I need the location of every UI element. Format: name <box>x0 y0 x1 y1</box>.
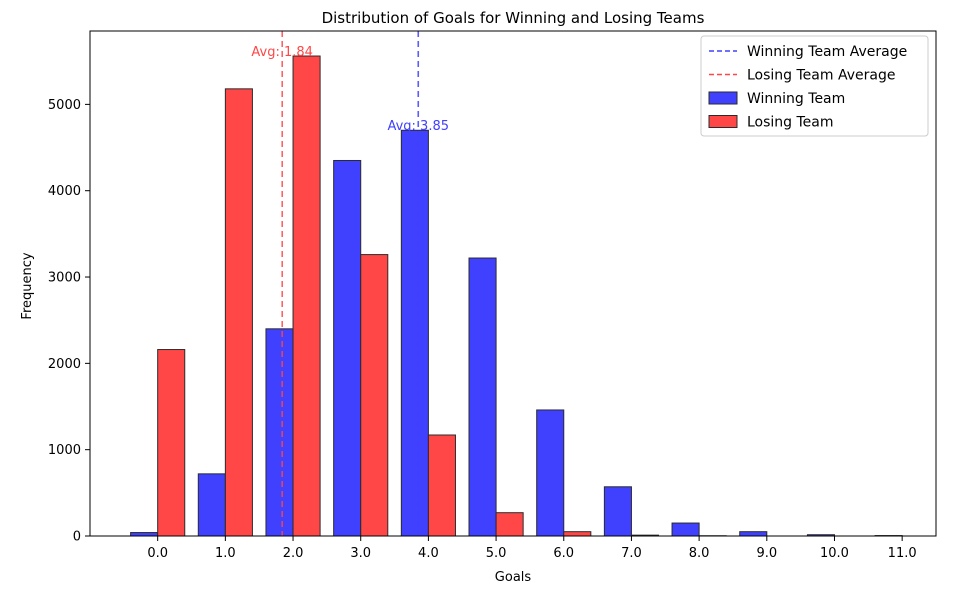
bar-winning-team-6.0 <box>536 409 565 537</box>
bar-winning-team-7.0 <box>603 486 632 537</box>
bar-winning-team-9.0 <box>739 531 768 537</box>
winning-team-average-label: Avg: 3.85 <box>387 119 449 134</box>
legend-swatch-winning-team <box>708 91 738 105</box>
legend-label-losing-team-average: Losing Team Average <box>747 68 895 84</box>
x-tick-label: 10.0 <box>820 546 849 561</box>
bar-winning-team-4.0 <box>400 129 429 537</box>
bar-losing-team-5.0 <box>495 512 524 537</box>
bar-winning-team-1.0 <box>197 473 226 537</box>
y-tick-label: 5000 <box>48 98 81 113</box>
bar-losing-team-1.0 <box>224 88 253 537</box>
axes: 0.0 1.0 2.0 3.0 4.0 5.0 6.0 7.0 8.0 9.0 10.0 11.0 0 1… <box>48 98 917 561</box>
x-tick-label: 6.0 <box>553 546 574 561</box>
legend-label-winning-team-average: Winning Team Average <box>747 44 907 60</box>
x-tick-label: 1.0 <box>215 546 236 561</box>
bar-losing-team-0.0 <box>157 349 186 537</box>
plot-area: Avg: 3.85 Avg: 1.84 <box>130 31 903 537</box>
bar-winning-team-5.0 <box>468 257 497 537</box>
x-tick-label: 11.0 <box>888 546 917 561</box>
bar-losing-team-2.0 <box>292 55 321 537</box>
legend-box <box>700 35 929 137</box>
x-tick-label: 2.0 <box>283 546 304 561</box>
plot-frame <box>89 30 937 537</box>
bar-losing-team-6.0 <box>563 531 592 537</box>
legend-label-losing-team: Losing Team <box>747 115 834 131</box>
legend: Winning Team Average Losing Team Average W… <box>700 35 929 137</box>
x-axis-label: Goals <box>495 570 532 585</box>
y-axis-label: Frequency <box>20 252 35 319</box>
bar-winning-team-8.0 <box>671 522 700 537</box>
x-tick-label: 9.0 <box>756 546 777 561</box>
bar-losing-team-3.0 <box>360 254 389 537</box>
y-tick-label: 2000 <box>48 357 81 372</box>
legend-label-winning-team: Winning Team <box>747 91 845 107</box>
x-tick-label: 3.0 <box>350 546 371 561</box>
losing-team-average-label: Avg: 1.84 <box>251 45 313 60</box>
x-tick-label: 8.0 <box>689 546 710 561</box>
x-tick-label: 5.0 <box>486 546 507 561</box>
y-tick-label: 0 <box>73 530 81 545</box>
x-tick-label: 0.0 <box>147 546 168 561</box>
bar-winning-team-3.0 <box>333 159 362 537</box>
x-tick-label: 7.0 <box>621 546 642 561</box>
chart-title: Distribution of Goals for Winning and Lo… <box>322 9 705 27</box>
bar-winning-team-2.0 <box>265 328 294 537</box>
bar-losing-team-4.0 <box>427 434 456 537</box>
x-tick-label: 4.0 <box>418 546 439 561</box>
bar-winning-team-0.0 <box>130 532 159 537</box>
y-tick-label: 3000 <box>48 271 81 286</box>
y-tick-label: 1000 <box>48 443 81 458</box>
legend-swatch-losing-team <box>708 115 738 128</box>
y-tick-label: 4000 <box>48 184 81 199</box>
